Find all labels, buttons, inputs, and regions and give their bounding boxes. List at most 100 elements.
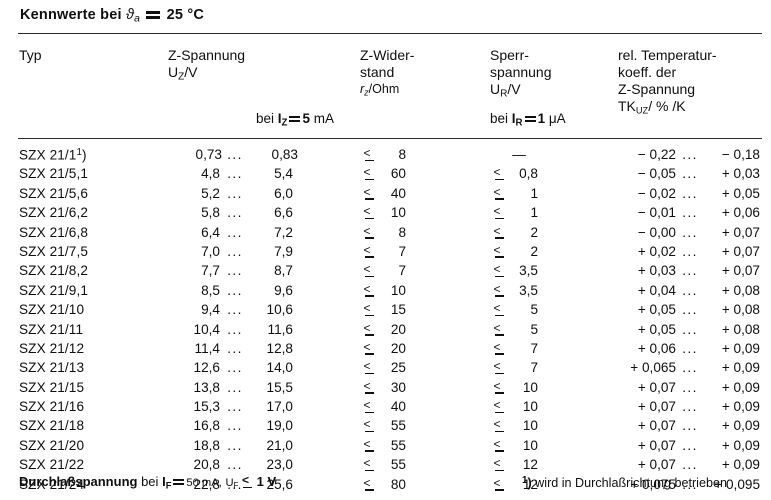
cell-uz-max: 23,0	[266, 457, 293, 473]
cell-uz-max: 21,0	[266, 437, 293, 453]
less-or-equal-icon	[492, 224, 506, 240]
table-row[interactable]: SZX 21/12 11,4... 12,8 20 7 + 0,06... + 0,09	[0, 340, 771, 360]
range-ellipsis: ...	[227, 224, 243, 240]
data-rows-container: SZX 21/11)0,73...0,838—− 0,22...− 0,18SZ…	[0, 146, 771, 496]
table-row[interactable]: SZX 21/10 9,4... 10,6 15 5 + 0,05... + 0,08	[0, 301, 771, 321]
range-ellipsis: ...	[682, 399, 698, 415]
less-or-equal-icon	[362, 262, 376, 278]
cell-uz-max: 17,0	[266, 399, 293, 415]
cell-tk-min: + 0,07	[637, 379, 676, 395]
cell-ur-max: 2	[530, 243, 538, 259]
cell-uz-max: 7,9	[274, 243, 293, 259]
range-ellipsis: ...	[682, 340, 698, 356]
cell-rz-max: 8	[398, 147, 406, 162]
table-row[interactable]: SZX 21/22 20,8... 23,0 55 12 + 0,07... + 0,09	[0, 456, 771, 476]
cell-ur-max: 5	[530, 302, 538, 318]
table-row[interactable]: SZX 21/15 13,8... 15,5 30 10 + 0,07... + 0,09	[0, 379, 771, 399]
footer-bei: bei	[141, 474, 159, 489]
cell-tk-max: + 0,08	[721, 282, 760, 298]
cell-uz-min: 15,3	[193, 399, 220, 415]
table-row[interactable]: SZX 21/5,6 5,2... 6,0 40 1 − 0,02... + 0,05	[0, 185, 771, 205]
cell-uz-min: 12,6	[193, 360, 220, 376]
cell-ur-max: 5	[530, 321, 538, 337]
less-or-equal-icon	[362, 340, 376, 356]
table-row[interactable]: SZX 21/6,2 5,8... 6,6 10 1 − 0,01... + 0,06	[0, 204, 771, 224]
cell-uz-max: 11,6	[267, 321, 293, 337]
column-header-tk-line3: Z-Spannung	[618, 81, 696, 97]
table-row[interactable]: SZX 21/6,8 6,4... 7,2 8 2 − 0,00... + 0,07	[0, 224, 771, 244]
less-or-equal-icon	[362, 437, 376, 453]
table-row[interactable]: SZX 21/16 15,3... 17,0 40 10 + 0,07... + 0,09	[0, 398, 771, 418]
cell-tk-max: + 0,03	[721, 166, 760, 182]
column-header-z-widerstand-line2: stand	[360, 64, 395, 80]
range-ellipsis: ...	[227, 418, 243, 434]
column-header-typ-line1: Typ	[19, 47, 42, 63]
table-row[interactable]: SZX 21/18 16,8... 19,0 55 10 + 0,07... + 0,09	[0, 417, 771, 437]
column-header-z-widerstand: Z-Wider- stand rz/Ohm	[360, 47, 414, 101]
condition-ir-unit: μA	[548, 111, 566, 126]
cell-uz-min: 10,4	[193, 321, 220, 337]
cell-typ: SZX 21/8,2	[19, 263, 89, 279]
footer-uf-symbol: UF	[225, 477, 239, 490]
cell-tk-max: + 0,095	[714, 476, 760, 492]
footnote-marker: 1	[522, 475, 528, 486]
cell-typ: SZX 21/11)	[19, 147, 87, 163]
cell-rz-max: 55	[390, 457, 406, 473]
cell-tk-min: + 0,05	[637, 321, 676, 337]
table-row[interactable]: SZX 21/11 10,4... 11,6 20 5 + 0,05... + 0,08	[0, 321, 771, 341]
table-row[interactable]: SZX 21/13 12,6... 14,0 25 7 + 0,065... + 0,09	[0, 359, 771, 379]
range-ellipsis: ...	[682, 166, 698, 182]
cell-uz-max: 0,83	[271, 147, 298, 162]
range-ellipsis: ...	[682, 282, 698, 298]
cell-uz-min: 5,2	[201, 185, 220, 201]
condition-ir: bei IR 1 μA	[490, 111, 566, 128]
cell-rz-max: 20	[390, 321, 406, 337]
cell-uz-min: 7,7	[201, 263, 220, 279]
cell-tk-max: + 0,05	[721, 185, 760, 201]
range-ellipsis: ...	[682, 263, 698, 279]
less-or-equal-icon	[242, 473, 253, 489]
cell-ur-max: 12	[522, 476, 538, 492]
cell-tk-max: + 0,09	[721, 379, 760, 395]
range-ellipsis: ...	[682, 476, 698, 492]
table-row[interactable]: SZX 21/11) 0,73... 0,83 8 — − 0,22... − 0,18	[0, 146, 771, 166]
column-header-sperrspannung-line2: spannung	[490, 64, 552, 80]
table-row[interactable]: SZX 21/9,1 8,5... 9,6 10 3,5 + 0,04... + 0,08	[0, 282, 771, 302]
cell-uz-min: 9,4	[201, 302, 220, 318]
cell-rz-max: 7	[398, 243, 406, 259]
cell-typ: SZX 21/12	[19, 340, 85, 356]
table-caption: Kennwerte bei ϑa 25 °C	[20, 7, 204, 25]
table-row[interactable]: SZX 21/7,5 7,0... 7,9 7 2 + 0,02... + 0,07	[0, 243, 771, 263]
footnote-paren: )	[527, 475, 532, 490]
cell-rz-max: 80	[390, 476, 406, 492]
range-ellipsis: ...	[227, 340, 243, 356]
cell-uz-min: 20,8	[193, 457, 220, 473]
cell-ur-max: 1	[530, 185, 538, 201]
cell-ur-max: 12	[522, 457, 538, 473]
range-ellipsis: ...	[227, 185, 243, 201]
less-or-equal-icon	[492, 204, 506, 220]
less-or-equal-icon	[362, 417, 376, 433]
cell-tk-min: − 0,02	[637, 185, 676, 201]
table-row[interactable]: SZX 21/20 18,8... 21,0 55 10 + 0,07... + 0,09	[0, 437, 771, 457]
cell-rz-max: 8	[398, 224, 406, 240]
cell-typ: SZX 21/6,2	[19, 205, 89, 221]
less-or-equal-icon	[362, 146, 376, 162]
cell-typ: SZX 21/6,8	[19, 224, 89, 240]
less-or-equal-icon	[362, 165, 376, 181]
cell-tk-max: + 0,09	[721, 360, 760, 376]
table-row[interactable]: SZX 21/8,2 7,7... 8,7 7 3,5 + 0,03... + 0,07	[0, 262, 771, 282]
condition-ir-prefix: bei	[490, 111, 509, 126]
less-or-equal-icon	[492, 417, 506, 433]
table-row[interactable]: SZX 21/24 22,8... 25,6 80 12 + 0,075... + 0,09…	[0, 476, 771, 496]
cell-uz-max: 25,6	[266, 476, 293, 492]
table-row[interactable]: SZX 21/5,1 4,8... 5,4 60 0,8 − 0,05... + 0,03	[0, 165, 771, 185]
cell-tk-max: + 0,09	[721, 457, 760, 473]
less-or-equal-icon	[492, 282, 506, 298]
cell-tk-max: + 0,07	[721, 263, 760, 279]
less-or-equal-icon	[492, 379, 506, 395]
range-ellipsis: ...	[682, 457, 698, 473]
cell-uz-max: 6,0	[274, 185, 293, 201]
less-or-equal-icon	[492, 476, 506, 492]
cell-rz-max: 60	[390, 166, 406, 182]
